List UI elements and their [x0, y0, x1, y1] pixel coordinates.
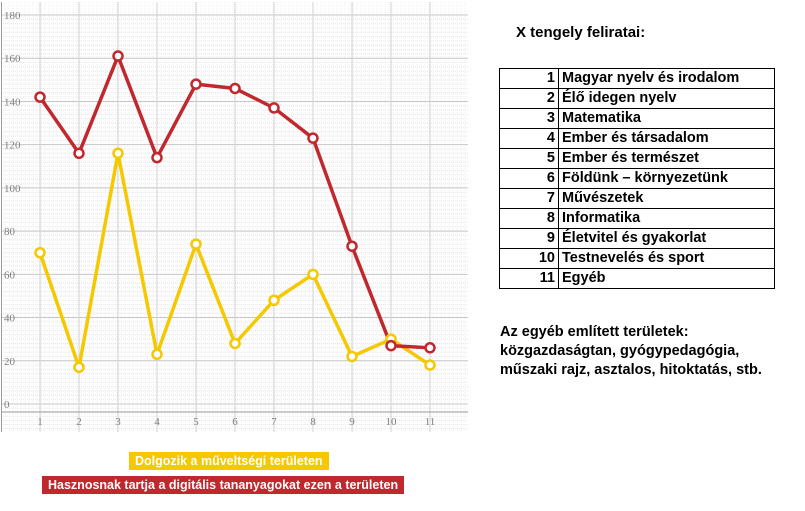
- category-name: Földünk – környezetünk: [558, 168, 775, 189]
- y-tick-label: 60: [4, 269, 16, 281]
- x-tick-label: 2: [76, 416, 82, 428]
- data-point-red: [73, 147, 85, 160]
- data-point-red: [112, 50, 124, 62]
- data-point-red: [268, 102, 280, 114]
- category-name: Életvitel és gyakorlat: [558, 228, 775, 249]
- category-name: Ember és természet: [558, 148, 775, 169]
- x-axis: 1 2 3 4 5 6 7 8 9 10 11: [37, 416, 435, 428]
- data-point-red: [151, 151, 163, 164]
- category-number: 5: [499, 148, 559, 169]
- x-tick-label: 1: [37, 416, 43, 428]
- x-tick-label: 10: [386, 416, 398, 428]
- x-tick-label: 9: [349, 416, 355, 428]
- data-point-yellow: [112, 147, 124, 160]
- x-tick-label: 6: [232, 416, 238, 428]
- category-row: 8 Informatika: [499, 208, 775, 229]
- category-row: 6 Földünk – környezetünk: [499, 168, 775, 189]
- category-name: Matematika: [558, 108, 775, 129]
- y-tick-label: 180: [4, 10, 21, 22]
- category-number: 2: [499, 88, 559, 109]
- category-number: 8: [499, 208, 559, 229]
- category-name: Élő idegen nyelv: [558, 88, 775, 109]
- y-tick-label: 80: [4, 226, 16, 238]
- category-row: 3 Matematika: [499, 108, 775, 129]
- data-point-yellow: [229, 337, 241, 350]
- data-point-red: [346, 240, 358, 252]
- category-row: 5 Ember és természet: [499, 148, 775, 169]
- category-row: 2 Élő idegen nyelv: [499, 88, 775, 109]
- category-name: Művészetek: [558, 188, 775, 209]
- category-name: Ember és társadalom: [558, 128, 775, 149]
- x-tick-label: 8: [310, 416, 316, 428]
- data-point-yellow: [424, 359, 436, 371]
- x-tick-label: 11: [425, 416, 436, 428]
- data-point-red: [307, 132, 319, 144]
- category-number: 6: [499, 168, 559, 189]
- category-name: Testnevelés és sport: [558, 248, 775, 269]
- data-point-yellow: [34, 246, 46, 259]
- y-tick-label: 20: [4, 356, 16, 368]
- data-point-red: [229, 82, 241, 95]
- major-grid: [1, 2, 468, 432]
- note-line: közgazdaságtan, gyógypedagógia,: [500, 343, 740, 359]
- category-number: 10: [499, 248, 559, 269]
- category-row: 11 Egyéb: [499, 268, 775, 289]
- data-point-yellow: [268, 294, 280, 307]
- x-tick-label: 7: [271, 416, 277, 428]
- category-number: 7: [499, 188, 559, 209]
- category-row: 1 Magyar nyelv és irodalom: [499, 68, 775, 89]
- note: Az egyéb említett területek: közgazdaság…: [500, 323, 800, 380]
- category-table-title: X tengely feliratai:: [516, 24, 646, 41]
- data-point-yellow: [307, 268, 319, 281]
- x-tick-label: 5: [193, 416, 199, 428]
- category-name: Egyéb: [558, 268, 775, 289]
- data-point-red: [190, 78, 202, 90]
- data-point-yellow: [73, 361, 85, 374]
- note-line: Az egyéb említett területek:: [500, 324, 689, 340]
- data-point-red: [385, 339, 397, 352]
- data-point-yellow: [151, 348, 163, 361]
- category-number: 9: [499, 228, 559, 249]
- category-row: 7 Művészetek: [499, 188, 775, 209]
- y-tick-label: 120: [4, 140, 21, 152]
- data-point-yellow: [190, 238, 202, 250]
- y-tick-label: 100: [4, 183, 21, 195]
- category-row: 10 Testnevelés és sport: [499, 248, 775, 269]
- y-tick-label: 40: [4, 313, 16, 325]
- category-row: 9 Életvitel és gyakorlat: [499, 228, 775, 249]
- x-tick-label: 3: [115, 416, 121, 428]
- y-tick-label: 140: [4, 96, 21, 108]
- legend-item-yellow-series: Dolgozik a műveltségi területen: [129, 452, 329, 470]
- y-tick-label: 0: [4, 399, 10, 411]
- line-chart: 0 20 40 60 80 100 120 140 160 180 1 2 3 4 5 6 7 8 9 10 11: [1, 2, 468, 432]
- x-tick-label: 4: [154, 416, 160, 428]
- category-name: Magyar nyelv és irodalom: [558, 68, 775, 89]
- data-point-yellow: [346, 350, 358, 363]
- category-number: 4: [499, 128, 559, 149]
- category-table: 1 Magyar nyelv és irodalom 2 Élő idegen nye…: [499, 68, 775, 289]
- y-tick-label: 160: [4, 53, 21, 65]
- category-name: Informatika: [558, 208, 775, 229]
- category-number: 11: [499, 268, 559, 289]
- category-number: 1: [499, 68, 559, 89]
- data-point-red: [424, 342, 436, 354]
- note-line: műszaki rajz, asztalos, hitoktatás, stb.: [500, 362, 762, 378]
- y-axis: 0 20 40 60 80 100 120 140 160 180: [4, 10, 21, 411]
- legend-item-red-series: Hasznosnak tartja a digitális tananyagok…: [42, 476, 405, 494]
- data-point-red: [34, 91, 46, 103]
- category-row: 4 Ember és társadalom: [499, 128, 775, 149]
- series-layer: [34, 50, 436, 375]
- category-number: 3: [499, 108, 559, 129]
